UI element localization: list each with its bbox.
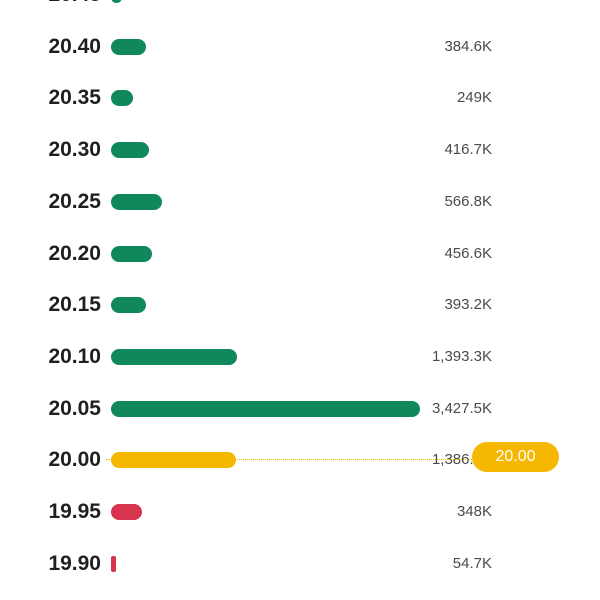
volume-label: 393.2K (444, 296, 492, 314)
volume-bar (111, 90, 133, 107)
current-price-line (106, 459, 476, 460)
price-label: 20.00 (48, 448, 101, 472)
volume-bar (111, 400, 420, 417)
volume-bar (111, 193, 162, 210)
volume-label: 416.7K (444, 141, 492, 159)
volume-label: 384.6K (444, 37, 492, 55)
price-label: 20.45 (48, 0, 101, 15)
price-label: 20.40 (48, 34, 101, 58)
volume-bar (111, 555, 116, 572)
price-label: 20.15 (48, 293, 101, 317)
volume-bar (111, 245, 152, 262)
current-price-badge: 20.00 (472, 442, 559, 472)
ladder-row[interactable]: 20.30 416.7K (0, 130, 600, 170)
price-label: 19.90 (48, 551, 101, 575)
ladder-row[interactable]: 19.95 348K (0, 492, 600, 532)
volume-bar (111, 504, 142, 520)
volume-label: 1,393.3K (431, 347, 492, 365)
volume-bar (111, 142, 149, 159)
ladder-row[interactable]: 20.10 1,393.3K (0, 337, 600, 377)
volume-label: 348K (456, 503, 492, 520)
ladder-row[interactable]: 20.20 456.6K (0, 234, 600, 274)
volume-bar (111, 297, 146, 314)
price-label: 20.05 (48, 396, 101, 420)
ladder-row[interactable]: 20.45 121.3K (0, 0, 600, 15)
ladder-row[interactable]: 20.25 566.8K (0, 182, 600, 222)
volume-bar (111, 38, 146, 55)
volume-label: 3,427.5K (431, 399, 492, 417)
price-label: 20.30 (48, 138, 101, 162)
ladder-row[interactable]: 20.05 3,427.5K (0, 389, 600, 429)
volume-bar (111, 348, 237, 365)
volume-label: 456.6K (444, 244, 492, 262)
price-label: 20.20 (48, 241, 101, 265)
price-label: 20.10 (48, 344, 101, 368)
volume-label: 566.8K (444, 192, 492, 210)
price-label: 20.25 (48, 189, 101, 213)
volume-bar (111, 0, 122, 3)
volume-bar (111, 452, 236, 469)
price-label: 20.35 (48, 86, 101, 110)
ladder-row[interactable]: 19.90 54.7K (0, 544, 600, 584)
volume-label: 121.3K (390, 0, 492, 15)
volume-label: 249K (456, 89, 492, 107)
ladder-row[interactable]: 20.35 249K (0, 78, 600, 118)
ladder-row[interactable]: 20.40 384.6K (0, 27, 600, 67)
volume-label: 54.7K (452, 554, 492, 572)
ladder-row[interactable]: 20.15 393.2K (0, 285, 600, 325)
price-label: 19.95 (48, 500, 101, 523)
